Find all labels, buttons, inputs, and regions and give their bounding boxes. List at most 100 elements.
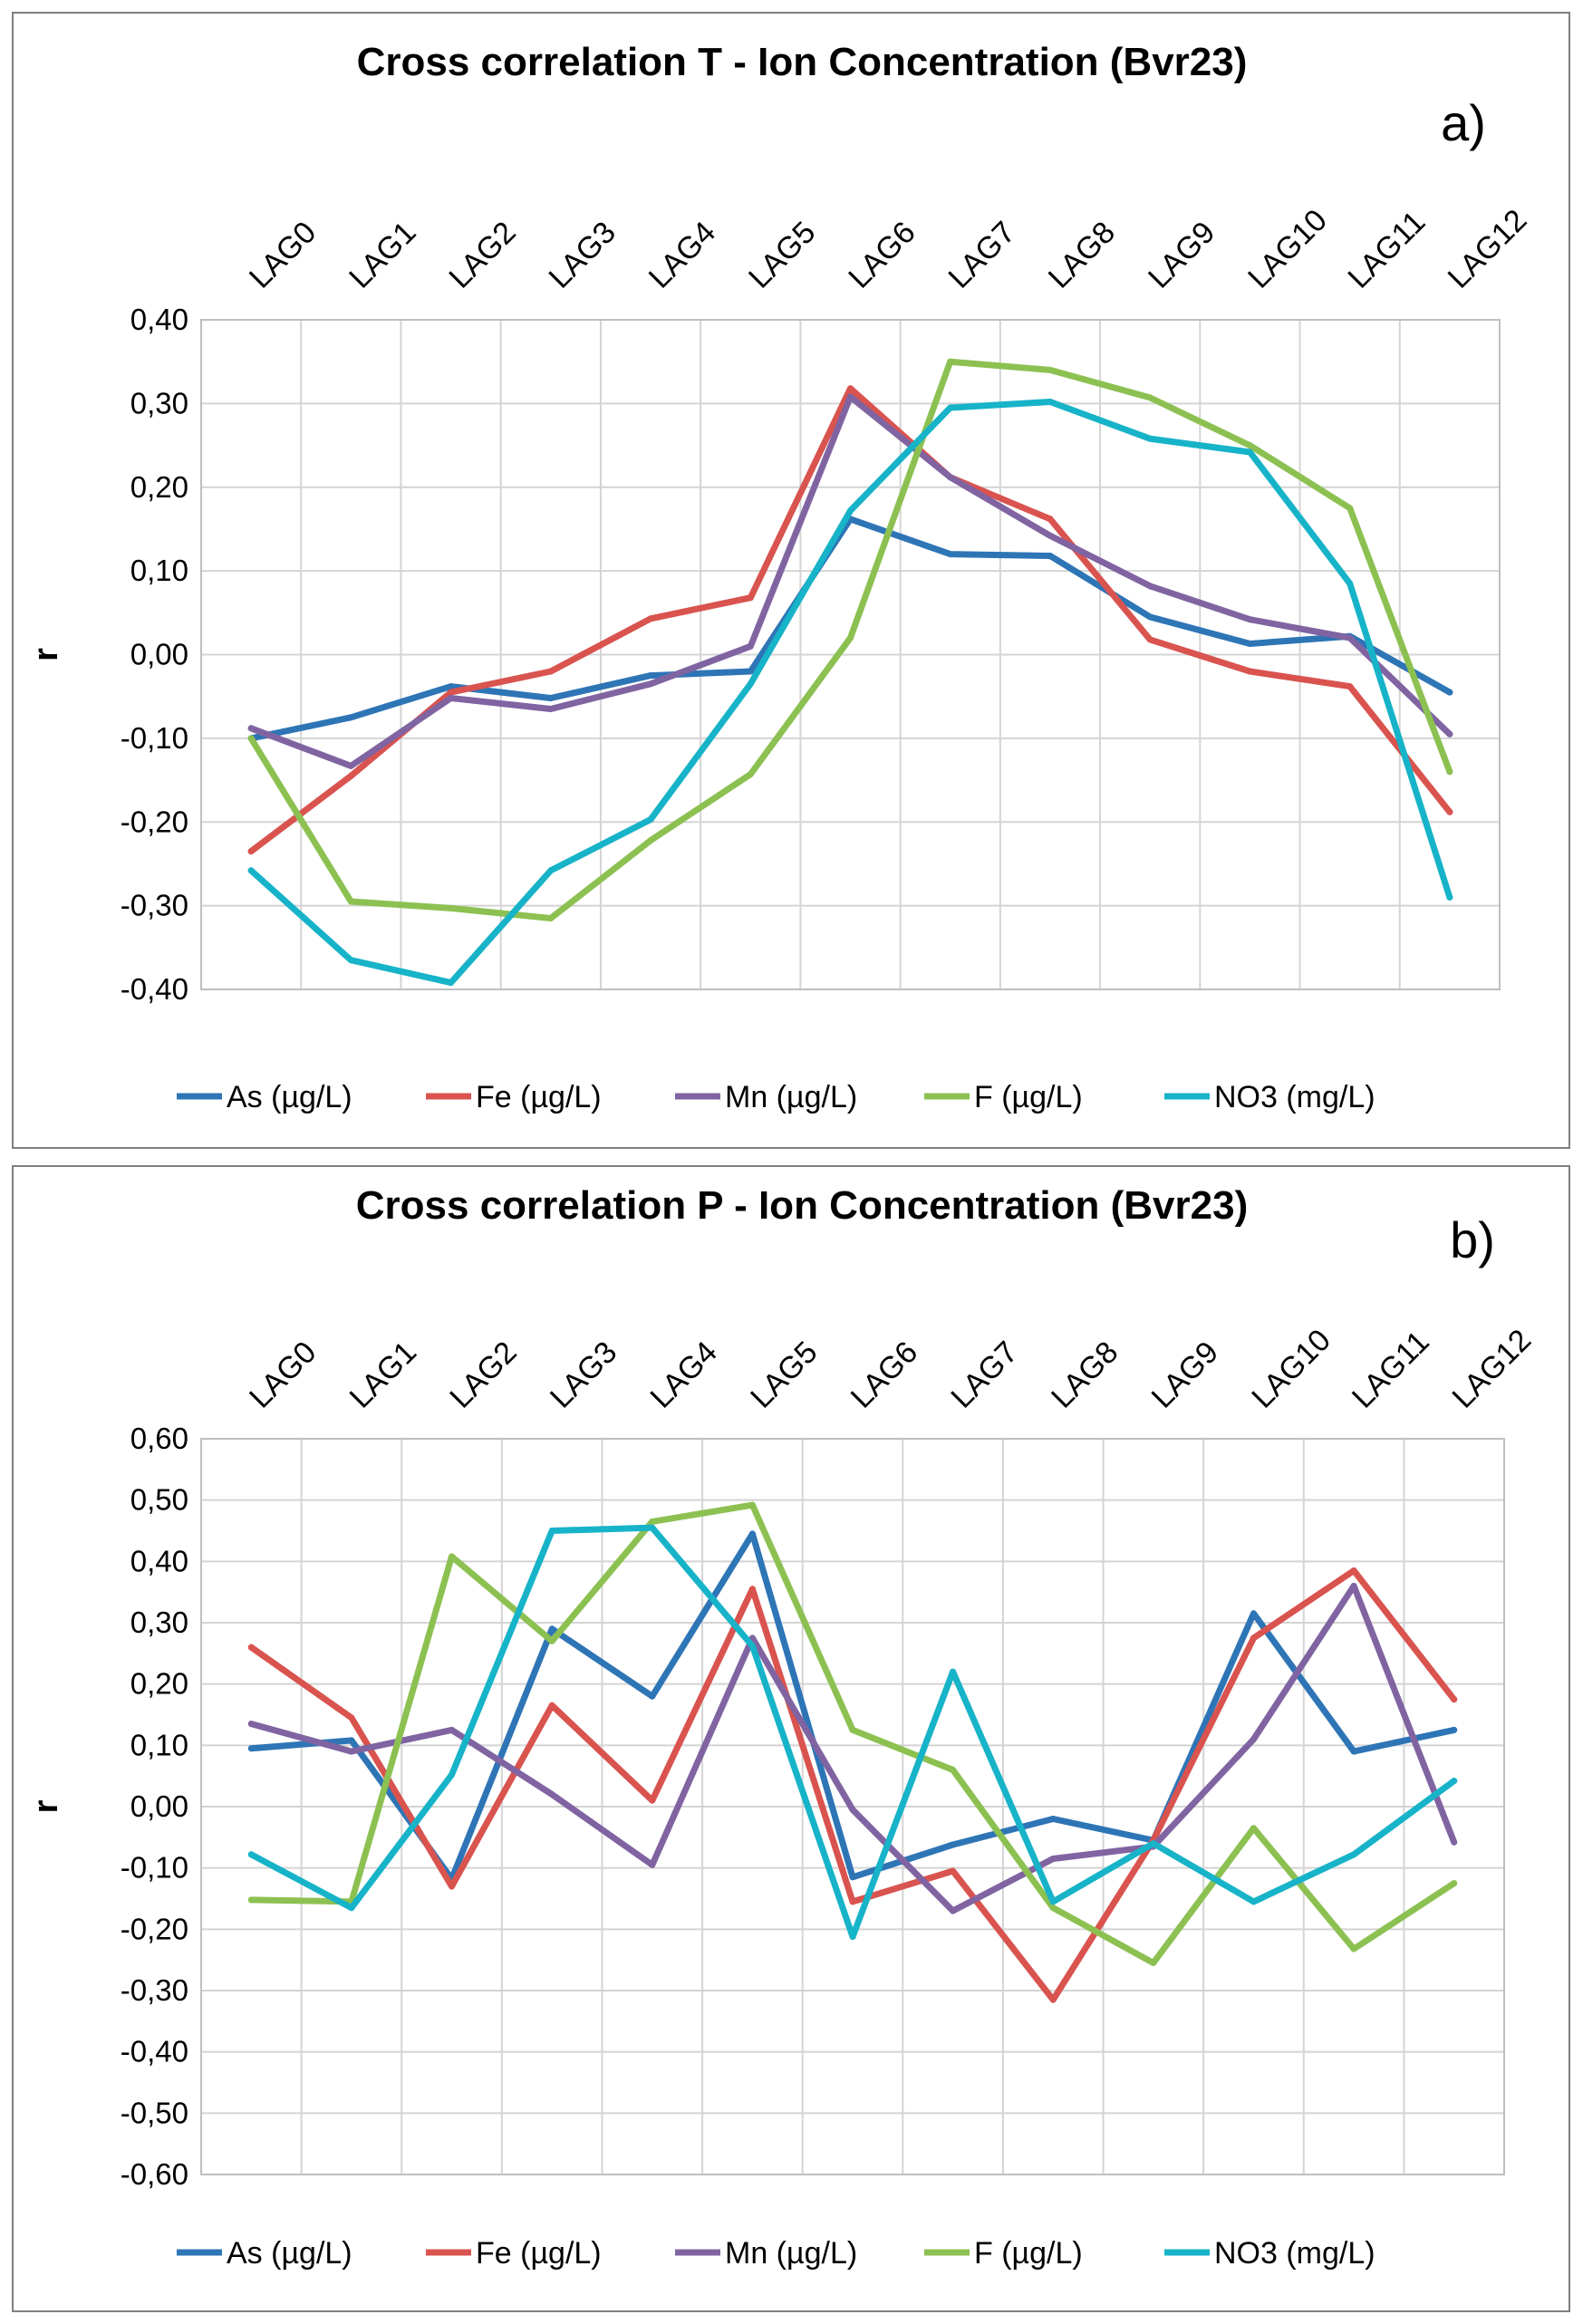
data-point: [347, 714, 354, 721]
data-point: [748, 1586, 756, 1593]
x-tick-label: LAG5: [744, 1335, 824, 1414]
data-point: [247, 1644, 255, 1651]
x-tick-label: LAG7: [944, 1335, 1024, 1414]
data-point: [1350, 1945, 1357, 1953]
data-point: [1246, 448, 1253, 456]
data-point: [1350, 1851, 1357, 1858]
legend-label: Mn (µg/L): [725, 2236, 857, 2271]
x-tick-label: LAG8: [1042, 215, 1122, 294]
data-point: [247, 1851, 255, 1858]
x-tick-label: LAG12: [1442, 203, 1534, 295]
data-point: [449, 1883, 455, 1890]
x-tick-label: LAG1: [343, 1335, 423, 1414]
data-point: [849, 1933, 856, 1940]
data-point: [1250, 1898, 1257, 1905]
data-point: [1347, 580, 1354, 587]
data-point: [1047, 532, 1054, 539]
y-tick-label: 0,40: [130, 1544, 188, 1577]
chart-title: Cross correlation P - Ion Concentration …: [356, 1183, 1248, 1228]
data-point: [547, 695, 555, 701]
data-point: [1047, 366, 1054, 373]
data-point: [247, 725, 255, 732]
data-point: [1150, 1960, 1157, 1966]
data-point: [548, 1702, 555, 1709]
data-point: [950, 1668, 957, 1675]
data-point: [1451, 1696, 1458, 1703]
data-point: [548, 1625, 555, 1633]
x-tick-label: LAG6: [842, 215, 922, 294]
legend-label: NO3 (mg/L): [1214, 1080, 1375, 1114]
data-point: [747, 642, 754, 650]
gridlines: [201, 319, 1500, 990]
data-point: [1347, 683, 1354, 690]
x-tick-label: LAG0: [243, 1335, 323, 1414]
y-tick-label: 0,30: [130, 1606, 188, 1639]
y-tick-label: -0,40: [121, 972, 188, 1006]
data-point: [1446, 730, 1453, 738]
data-point: [449, 1553, 455, 1560]
y-tick-label: 0,20: [130, 1667, 188, 1701]
legend-label: Mn (µg/L): [725, 1080, 857, 1114]
data-point: [1049, 1905, 1057, 1912]
data-point: [247, 1721, 255, 1728]
data-point: [1446, 689, 1453, 696]
y-tick-label: 0,10: [130, 1728, 188, 1761]
data-point: [348, 1737, 355, 1744]
data-point: [1250, 1736, 1257, 1743]
data-point: [847, 507, 854, 515]
series-line: [247, 393, 1453, 769]
data-point: [649, 1518, 656, 1525]
x-tick-label: LAG7: [942, 215, 1022, 294]
series-4: [247, 399, 1453, 987]
data-point: [347, 762, 354, 769]
x-tick-label: LAG3: [543, 215, 623, 294]
plot-area: [200, 1438, 1505, 2175]
data-point: [1250, 1635, 1257, 1642]
y-tick-label: 0,40: [130, 303, 188, 336]
data-point: [1146, 394, 1153, 401]
x-tick-label: LAG4: [644, 1335, 724, 1414]
x-tick-label: LAG5: [742, 215, 822, 294]
legend: As (µg/L) Fe (µg/L) Mn (µg/L) F (µg/L) NO3 (…: [177, 1080, 1375, 1114]
data-point: [448, 695, 455, 701]
data-point: [347, 898, 354, 905]
data-point: [348, 1714, 355, 1721]
series-4: [247, 1524, 1458, 1940]
data-point: [1246, 442, 1253, 449]
x-tick-label: LAG9: [1145, 1335, 1225, 1414]
legend-label: As (µg/L): [227, 1080, 352, 1114]
series-3: [247, 1501, 1458, 1966]
data-point: [748, 1530, 756, 1538]
data-point: [649, 1861, 656, 1868]
data-point: [1250, 1825, 1257, 1832]
y-tick-label: 0,50: [130, 1483, 188, 1517]
x-tick-label: LAG11: [1341, 205, 1432, 295]
data-point: [347, 772, 354, 779]
y-tick-label: -0,10: [121, 721, 188, 755]
data-point: [1250, 1610, 1257, 1617]
data-point: [649, 1797, 656, 1804]
data-point: [448, 979, 455, 987]
data-point: [1451, 1726, 1458, 1733]
y-tick-label: -0,50: [121, 2096, 188, 2129]
y-axis-label: r: [27, 1799, 65, 1813]
data-point: [247, 1896, 255, 1904]
x-tick-label: LAG4: [642, 215, 722, 294]
data-point: [448, 904, 455, 911]
data-point: [1246, 641, 1253, 647]
data-point: [847, 634, 854, 641]
data-point: [748, 1501, 756, 1509]
series-2: [247, 1582, 1458, 1914]
data-point: [1246, 616, 1253, 623]
data-point: [1347, 634, 1354, 641]
data-point: [849, 1874, 856, 1881]
data-point: [947, 404, 954, 411]
data-point: [1049, 1898, 1057, 1905]
panel-label: b): [1450, 1211, 1495, 1268]
data-point: [247, 1745, 255, 1752]
data-point: [947, 551, 954, 558]
data-point: [1451, 1838, 1458, 1846]
data-point: [547, 706, 555, 712]
data-point: [748, 1643, 756, 1650]
data-point: [1350, 1567, 1357, 1574]
